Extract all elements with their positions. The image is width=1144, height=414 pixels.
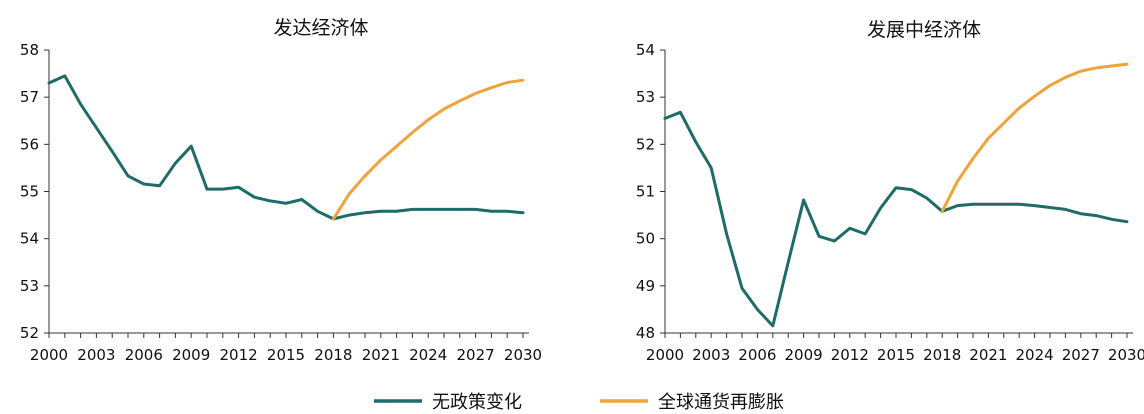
y-tick-label: 52 — [20, 324, 39, 342]
y-tick-label: 55 — [20, 183, 39, 201]
y-tick-label: 50 — [636, 230, 655, 248]
chart-title-developed: 发达经济体 — [273, 17, 368, 39]
series-line-no-policy — [663, 110, 1129, 328]
x-tick-label: 2021 — [362, 346, 400, 364]
series-line-reinflation — [331, 78, 525, 221]
y-tick-label: 48 — [636, 324, 655, 342]
chart-title-developing: 发展中经济体 — [867, 19, 981, 41]
x-tick-label: 2000 — [30, 346, 68, 364]
x-tick-label: 2024 — [1016, 346, 1054, 364]
x-tick-label: 2003 — [692, 346, 730, 364]
x-tick-label: 2015 — [267, 346, 305, 364]
series-line-no-policy — [47, 74, 525, 221]
x-tick-label: 2015 — [877, 346, 915, 364]
y-tick-label: 53 — [20, 277, 39, 295]
chart-developed-economies: 发达经济体 52 53 54 55 56 57 58 2000 2003 2006 2009 2012… — [20, 17, 542, 364]
legend: 无政策变化 全球通货再膨胀 — [374, 392, 784, 413]
legend-label-reinflation: 全球通货再膨胀 — [658, 392, 784, 413]
x-tick-label: 2027 — [1062, 346, 1100, 364]
x-tick-label: 2024 — [409, 346, 447, 364]
series-line-reinflation — [940, 62, 1129, 213]
x-tick-label: 2021 — [969, 346, 1007, 364]
y-tick-label: 56 — [20, 135, 39, 153]
x-tick-label: 2000 — [646, 346, 684, 364]
x-tick-label: 2009 — [785, 346, 823, 364]
x-tick-label: 2012 — [220, 346, 258, 364]
x-tick-label: 2030 — [1108, 346, 1144, 364]
x-tick-label: 2030 — [504, 346, 542, 364]
y-tick-label: 57 — [20, 88, 39, 106]
y-tick-label: 49 — [636, 277, 655, 295]
x-tick-label: 2012 — [831, 346, 869, 364]
y-tick-label: 53 — [636, 88, 655, 106]
x-tick-label: 2018 — [923, 346, 961, 364]
x-tick-label: 2006 — [738, 346, 776, 364]
x-tick-label: 2009 — [172, 346, 210, 364]
x-tick-label: 2018 — [314, 346, 352, 364]
y-tick-label: 52 — [636, 135, 655, 153]
x-tick-label: 2027 — [457, 346, 495, 364]
x-tick-label: 2006 — [125, 346, 163, 364]
x-tick-label: 2003 — [77, 346, 115, 364]
y-tick-label: 58 — [20, 41, 39, 59]
y-tick-label: 51 — [636, 183, 655, 201]
legend-label-no-policy: 无政策变化 — [432, 392, 522, 413]
y-tick-label: 54 — [636, 41, 655, 59]
y-tick-label: 54 — [20, 230, 39, 248]
chart-developing-economies: 发展中经济体 48 49 50 51 52 53 54 2000 2003 2006 2009 201… — [636, 19, 1144, 364]
